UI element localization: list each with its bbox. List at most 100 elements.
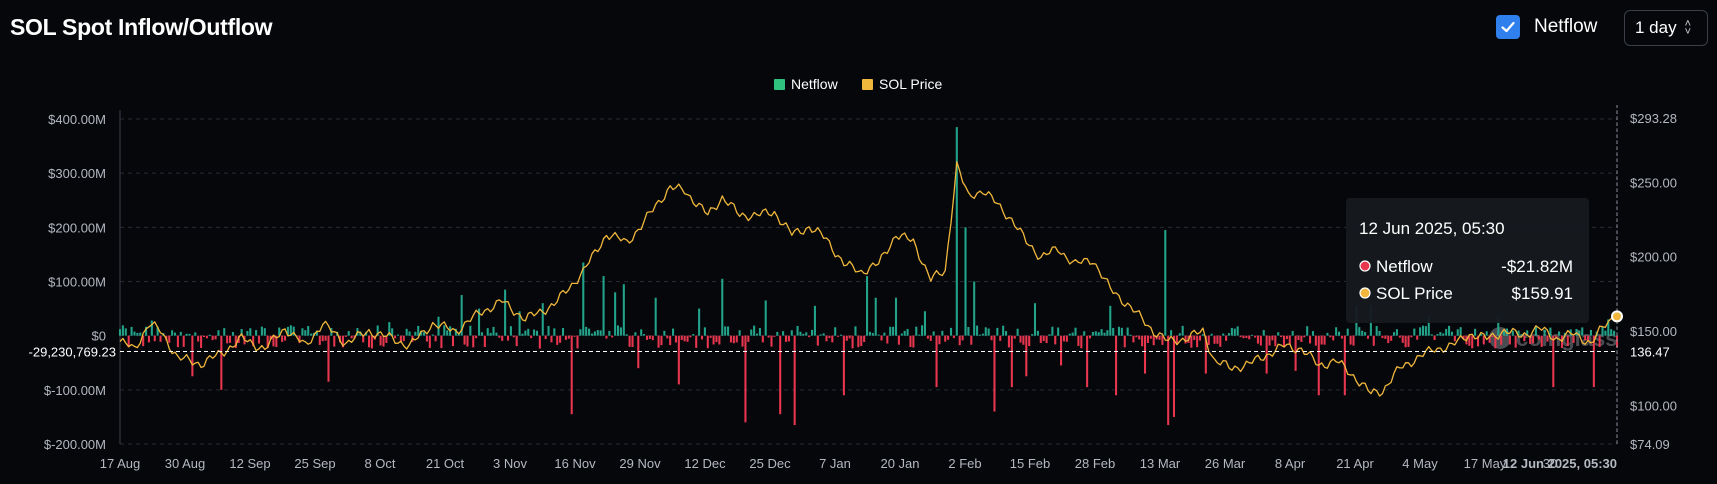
outflow-bar [680,335,683,340]
legend-label-0: Netflow [791,76,839,92]
outflow-bar [1115,335,1118,396]
outflow-bar [1274,335,1277,347]
inflow-bar [1094,331,1097,336]
netflow-checkbox[interactable] [1496,15,1520,39]
outflow-bar [1592,335,1595,388]
inflow-bar [136,332,139,336]
outflow-bar [700,335,704,340]
outflow-bar [1161,335,1164,345]
inflow-bar [1170,330,1173,336]
inflow-bar [1558,331,1561,336]
outflow-bar [544,335,547,340]
outflow-bar [1387,335,1390,344]
outflow-bar [205,335,208,339]
x-tick: 20 Jan [880,456,919,471]
outflow-bar [761,335,764,343]
y-right-tick: $74.09 [1630,437,1670,452]
inflow-bar [1236,326,1239,336]
x-tick: 8 Apr [1275,456,1306,471]
outflow-bar [1239,335,1242,338]
outflow-bar [686,335,689,342]
inflow-bar [454,328,457,336]
outflow-bar [1138,335,1141,340]
outflow-bar [341,335,344,348]
inflow-bar [1031,334,1034,336]
outflow-bar [1482,335,1485,345]
outflow-bar [501,335,504,341]
inflow-bar [1201,334,1204,336]
inflow-bar [1361,330,1364,336]
inflow-bar [967,327,970,336]
crosshair-left-badge [0,340,118,363]
y-left-tick: $100.00M [48,275,106,290]
tooltip-value-0: -$21.82M [1501,257,1573,276]
inflow-bar [1306,326,1309,336]
inflow-bar [614,292,617,336]
outflow-bar [1552,335,1555,388]
outflow-bar [909,335,912,348]
outflow-bar [211,335,214,341]
inflow-bar [973,281,976,336]
outflow-bar [1207,335,1210,345]
inflow-bar [1164,230,1167,336]
y-right-tick: $150.00 [1630,324,1677,339]
inflow-bar [1375,326,1378,336]
outflow-bar [1416,335,1419,340]
inflow-bar [1227,333,1231,336]
x-tick: 17 May [1464,456,1507,471]
outflow-bar [1523,335,1526,342]
outflow-bar [961,335,964,341]
inflow-bar [422,332,426,336]
inflow-bar [883,332,886,336]
outflow-bar [1271,335,1274,341]
inflow-bar [776,331,779,336]
outflow-bar [1199,335,1202,341]
x-tick: 16 Nov [554,456,596,471]
x-tick: 7 Jan [819,456,851,471]
inflow-bar [640,329,643,336]
inflow-bar [750,329,753,336]
inflow-bar [469,325,472,336]
inflow-bar [489,332,492,336]
inflow-bar [663,330,666,336]
outflow-bar [1245,335,1248,338]
outflow-bar [706,335,709,349]
outflow-bar [1349,335,1352,345]
inflow-bar [1607,319,1610,336]
inflow-bar [1456,329,1459,336]
outflow-bar [214,335,217,340]
inflow-bar [625,334,628,336]
outflow-bar [1193,335,1196,341]
outflow-bar [660,335,663,346]
netflow-toggle[interactable]: Netflow [1496,15,1597,39]
updown-chevron-icon: ˄ ˅ [1684,18,1692,38]
inflow-bar [223,328,226,336]
inflow-bar [1549,327,1552,336]
outflow-bar [463,335,466,345]
outflow-bar [1566,335,1569,347]
outflow-bar [1042,335,1045,342]
outflow-bar [715,335,718,343]
x-tick: 30 [1543,456,1557,471]
inflow-bar [703,327,706,336]
inflow-bar [1100,329,1103,336]
netflow-bars [118,127,1619,426]
inflow-bar [813,305,816,336]
outflow-bar [1323,335,1326,345]
inflow-bar [900,333,903,336]
outflow-bar [362,335,365,343]
interval-select[interactable]: 1 day ˄ ˅ [1624,10,1708,46]
outflow-bar [848,335,851,339]
inflow-bar [315,330,318,336]
outflow-bar [1476,335,1480,347]
outflow-bar [402,335,405,342]
inflow-bar [698,308,701,336]
outflow-bar [657,335,660,348]
outflow-bar [842,335,845,396]
outflow-bar [1268,335,1271,346]
inflow-bar [292,326,295,336]
outflow-bar [1146,335,1149,344]
inflow-bar [874,297,877,336]
inflow-bar [1421,325,1425,336]
inflow-bar [755,333,759,336]
